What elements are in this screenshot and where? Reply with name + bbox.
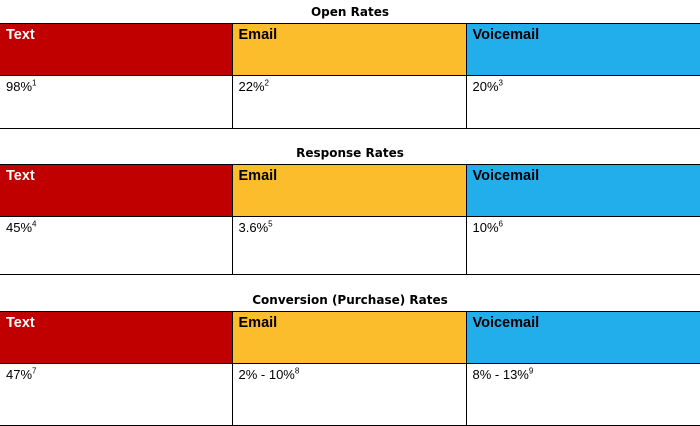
rate-value: 8% - 13% bbox=[472, 367, 529, 382]
footnote-ref: 6 bbox=[498, 219, 503, 229]
cell-voicemail: 10%6 bbox=[465, 216, 700, 275]
value-row: 47%7 2% - 10%8 8% - 13%9 bbox=[0, 363, 700, 426]
open-rates-section: Open Rates Text Email Voicemail 98%1 22%… bbox=[0, 4, 700, 129]
cell-email: 22%2 bbox=[231, 75, 467, 129]
rates-table: Text Email Voicemail 47%7 2% - 10%8 8% -… bbox=[0, 311, 700, 426]
footnote-ref: 5 bbox=[268, 219, 273, 229]
rate-value: 20% bbox=[472, 79, 499, 94]
footnote-ref: 2 bbox=[264, 78, 269, 88]
rates-table: Text Email Voicemail 98%1 22%2 20%3 bbox=[0, 23, 700, 129]
cell-email: 3.6%5 bbox=[231, 216, 467, 275]
header-voicemail: Voicemail bbox=[465, 311, 700, 364]
rate-value: 3.6% bbox=[238, 220, 269, 235]
cell-text: 98%1 bbox=[0, 75, 233, 129]
footnote-ref: 7 bbox=[32, 366, 37, 376]
header-row: Text Email Voicemail bbox=[0, 23, 700, 76]
footnote-ref: 8 bbox=[294, 366, 300, 376]
conversion-rates-section: Conversion (Purchase) Rates Text Email V… bbox=[0, 292, 700, 426]
value-row: 45%4 3.6%5 10%6 bbox=[0, 216, 700, 275]
value-row: 98%1 22%2 20%3 bbox=[0, 75, 700, 129]
header-email: Email bbox=[231, 164, 467, 217]
cell-text: 45%4 bbox=[0, 216, 233, 275]
section-title: Open Rates bbox=[310, 5, 389, 19]
header-row: Text Email Voicemail bbox=[0, 164, 700, 217]
cell-voicemail: 8% - 13%9 bbox=[465, 363, 700, 426]
footnote-ref: 3 bbox=[498, 78, 503, 88]
rate-value: 2% - 10% bbox=[238, 367, 295, 382]
cell-text: 47%7 bbox=[0, 363, 233, 426]
header-text: Text bbox=[0, 23, 233, 76]
response-rates-section: Response Rates Text Email Voicemail 45%4… bbox=[0, 145, 700, 275]
header-email: Email bbox=[231, 311, 467, 364]
section-title: Conversion (Purchase) Rates bbox=[252, 293, 448, 307]
header-voicemail: Voicemail bbox=[465, 23, 700, 76]
rate-value: 98% bbox=[6, 79, 33, 94]
rate-value: 45% bbox=[6, 220, 33, 235]
footnote-ref: 9 bbox=[528, 366, 534, 376]
rate-value: 22% bbox=[238, 79, 265, 94]
header-text: Text bbox=[0, 311, 233, 364]
header-text: Text bbox=[0, 164, 233, 217]
header-voicemail: Voicemail bbox=[465, 164, 700, 217]
header-row: Text Email Voicemail bbox=[0, 311, 700, 364]
footnote-ref: 4 bbox=[32, 219, 37, 229]
cell-voicemail: 20%3 bbox=[465, 75, 700, 129]
header-email: Email bbox=[231, 23, 467, 76]
rate-value: 47% bbox=[6, 367, 33, 382]
cell-email: 2% - 10%8 bbox=[231, 363, 467, 426]
rate-value: 10% bbox=[472, 220, 499, 235]
footnote-ref: 1 bbox=[32, 78, 37, 88]
section-title: Response Rates bbox=[296, 146, 404, 160]
rates-table: Text Email Voicemail 45%4 3.6%5 10%6 bbox=[0, 164, 700, 275]
